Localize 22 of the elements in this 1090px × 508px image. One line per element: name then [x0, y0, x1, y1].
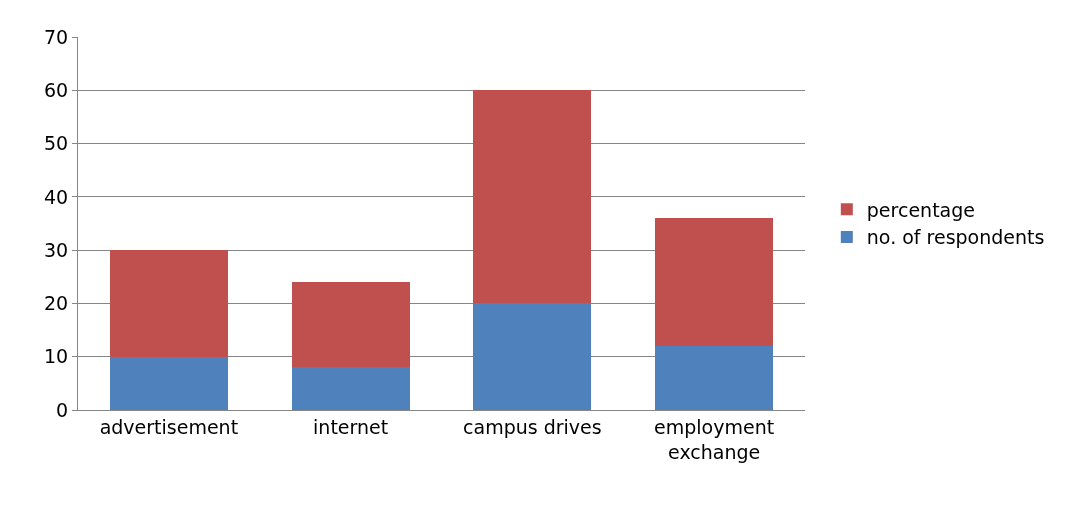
x-tick-label: internet — [313, 415, 389, 438]
y-tick-label: 0 — [56, 398, 69, 421]
bar — [109, 356, 228, 410]
y-tick-label: 60 — [44, 78, 69, 101]
y-tick-label: 50 — [44, 132, 69, 155]
bar — [655, 218, 774, 347]
y-tick-label: 20 — [44, 292, 69, 315]
bar — [291, 282, 410, 368]
x-tick-label: advertisement — [99, 415, 239, 438]
x-tick-label: campus drives — [463, 415, 602, 438]
x-tick-label: employment exchange — [654, 415, 775, 463]
y-tick-label: 30 — [44, 238, 69, 261]
bar — [473, 90, 592, 304]
bar — [473, 303, 592, 410]
bar — [109, 250, 228, 357]
y-tick-label: 70 — [44, 25, 69, 48]
legend-label: no. of respondents — [866, 226, 1045, 249]
bar — [291, 367, 410, 410]
y-tick-label: 10 — [44, 345, 69, 368]
legend-label: percentage — [866, 198, 975, 221]
y-tick-label: 40 — [44, 185, 69, 208]
bar — [655, 346, 774, 410]
